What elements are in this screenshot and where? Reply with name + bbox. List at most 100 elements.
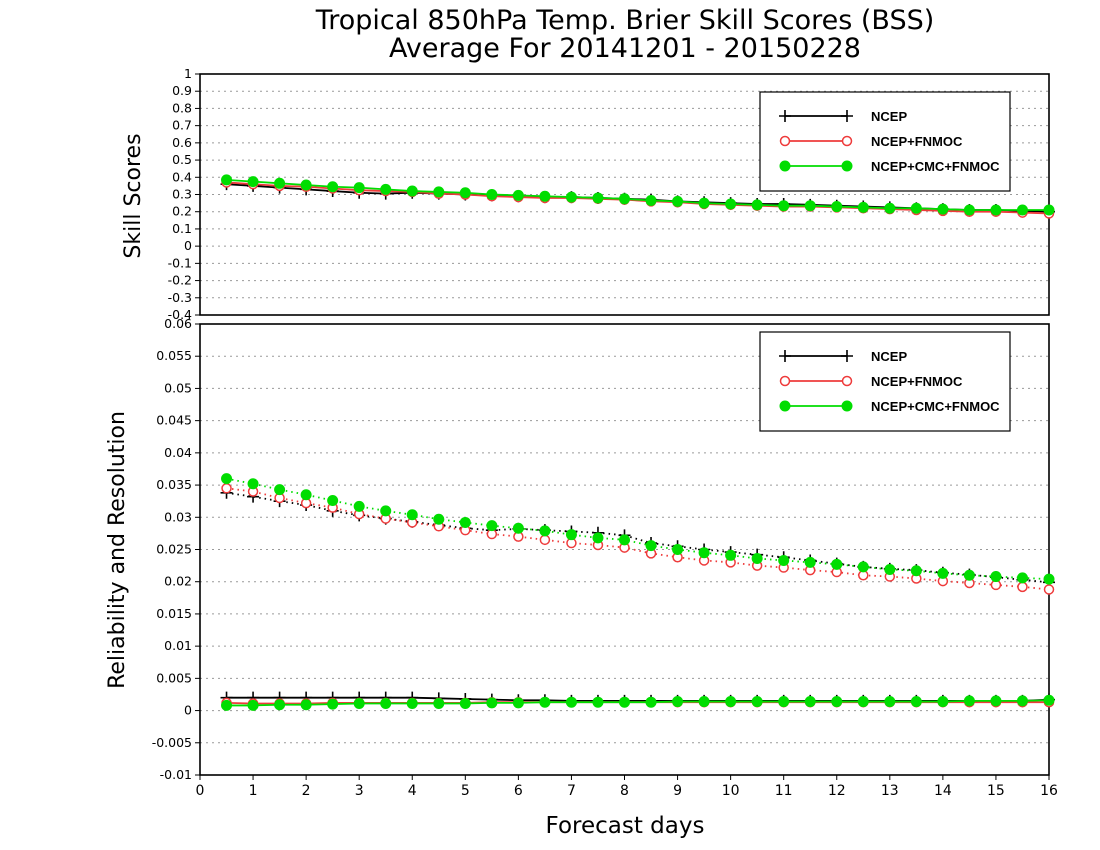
y-tick-label: 0 [184, 238, 192, 253]
x-tick-label: 3 [355, 783, 364, 799]
data-point [327, 495, 339, 507]
data-point [831, 696, 843, 708]
series-line [226, 491, 1050, 584]
chart-subtitle: Average For 20141201 - 20150228 [389, 33, 861, 64]
x-tick-label: 6 [514, 783, 523, 799]
data-point [327, 698, 339, 710]
data-point [592, 696, 604, 708]
data-point [300, 699, 312, 711]
y-tick-label: 0.06 [164, 316, 192, 331]
data-point [841, 110, 853, 122]
data-point [910, 696, 922, 708]
data-point [274, 699, 286, 711]
data-point [884, 202, 896, 214]
legend-label: NCEP+FNMOC [871, 134, 963, 149]
data-point [1016, 204, 1028, 216]
data-point [247, 478, 259, 490]
data-point [486, 697, 498, 709]
data-point [831, 201, 843, 213]
data-point [1043, 694, 1055, 706]
data-point [990, 204, 1002, 216]
data-point [963, 204, 975, 216]
data-point [725, 549, 737, 561]
data-point [459, 187, 471, 199]
data-point [698, 696, 710, 708]
y-tick-label: -0.2 [168, 273, 192, 288]
x-tick-label: 0 [196, 783, 205, 799]
x-tick-label: 9 [673, 783, 682, 799]
data-point [247, 176, 259, 188]
data-point [592, 192, 604, 204]
data-point [565, 529, 577, 541]
data-point [406, 185, 418, 197]
y-tick-label: 0.8 [172, 100, 192, 115]
data-point [645, 195, 657, 207]
data-point [380, 505, 392, 517]
data-point [539, 534, 551, 546]
data-point [619, 193, 630, 205]
legend: NCEP NCEP+FNMOC NCEP+CMC+FNMOC [759, 331, 1011, 432]
data-point [592, 532, 604, 544]
series-line [226, 477, 1050, 581]
x-tick-label: 8 [620, 783, 629, 799]
data-point [841, 400, 853, 412]
data-point [778, 200, 790, 212]
data-point [274, 177, 286, 189]
data-point [937, 696, 949, 708]
data-point [539, 190, 551, 202]
x-tick-label: 5 [461, 783, 470, 799]
y-tick-label: 0.045 [156, 413, 192, 428]
y-tick-label: 0.3 [172, 187, 192, 202]
legend: NCEP NCEP+FNMOC NCEP+CMC+FNMOC [759, 91, 1011, 192]
y-tick-label: 1 [184, 66, 192, 81]
x-tick-label: 4 [408, 783, 417, 799]
data-point [300, 179, 312, 191]
data-point [884, 696, 896, 708]
y-tick-label: 0.015 [156, 606, 192, 621]
data-point [539, 696, 551, 708]
y-tick-label: 0.05 [164, 380, 192, 395]
bottom-y-axis-label: Reliability and Resolution [105, 411, 130, 689]
data-point [672, 195, 684, 207]
data-point [937, 203, 949, 215]
data-point [725, 198, 737, 210]
data-point [274, 484, 286, 496]
y-tick-label: 0.025 [156, 542, 192, 557]
data-point [353, 500, 365, 512]
y-tick-label: -0.1 [168, 255, 192, 270]
y-tick-label: 0 [184, 703, 192, 718]
data-point [857, 201, 869, 213]
data-point [963, 695, 975, 707]
data-point [433, 513, 445, 525]
y-tick-label: -0.01 [160, 767, 192, 782]
data-point [841, 350, 853, 362]
legend-label: NCEP+FNMOC [871, 374, 963, 389]
data-point [221, 473, 233, 485]
data-point [831, 558, 843, 570]
y-tick-label: 0.7 [172, 118, 192, 133]
y-tick-label: 0.2 [172, 204, 192, 219]
data-point [857, 696, 869, 708]
data-point [841, 160, 853, 172]
x-tick-label: 1 [249, 783, 258, 799]
x-tick-label: 10 [722, 783, 740, 799]
x-tick-label: 12 [828, 783, 846, 799]
data-point [884, 563, 896, 575]
data-point [645, 696, 657, 708]
data-point [619, 534, 630, 546]
data-point [512, 189, 524, 201]
data-point [672, 544, 684, 555]
legend-label: NCEP+CMC+FNMOC [871, 399, 1000, 414]
y-tick-label: 0.04 [164, 445, 192, 460]
data-point [380, 697, 392, 709]
data-point [779, 350, 791, 362]
legend-label: NCEP [871, 109, 907, 124]
y-tick-label: 0.005 [156, 670, 192, 685]
series-line [226, 696, 1050, 702]
y-tick-label: 0.9 [172, 83, 192, 98]
data-point [406, 509, 418, 521]
legend-label: NCEP+CMC+FNMOC [871, 159, 1000, 174]
chart-title: Tropical 850hPa Temp. Brier Skill Scores… [315, 5, 935, 36]
data-point [963, 569, 975, 581]
data-point [779, 135, 791, 147]
